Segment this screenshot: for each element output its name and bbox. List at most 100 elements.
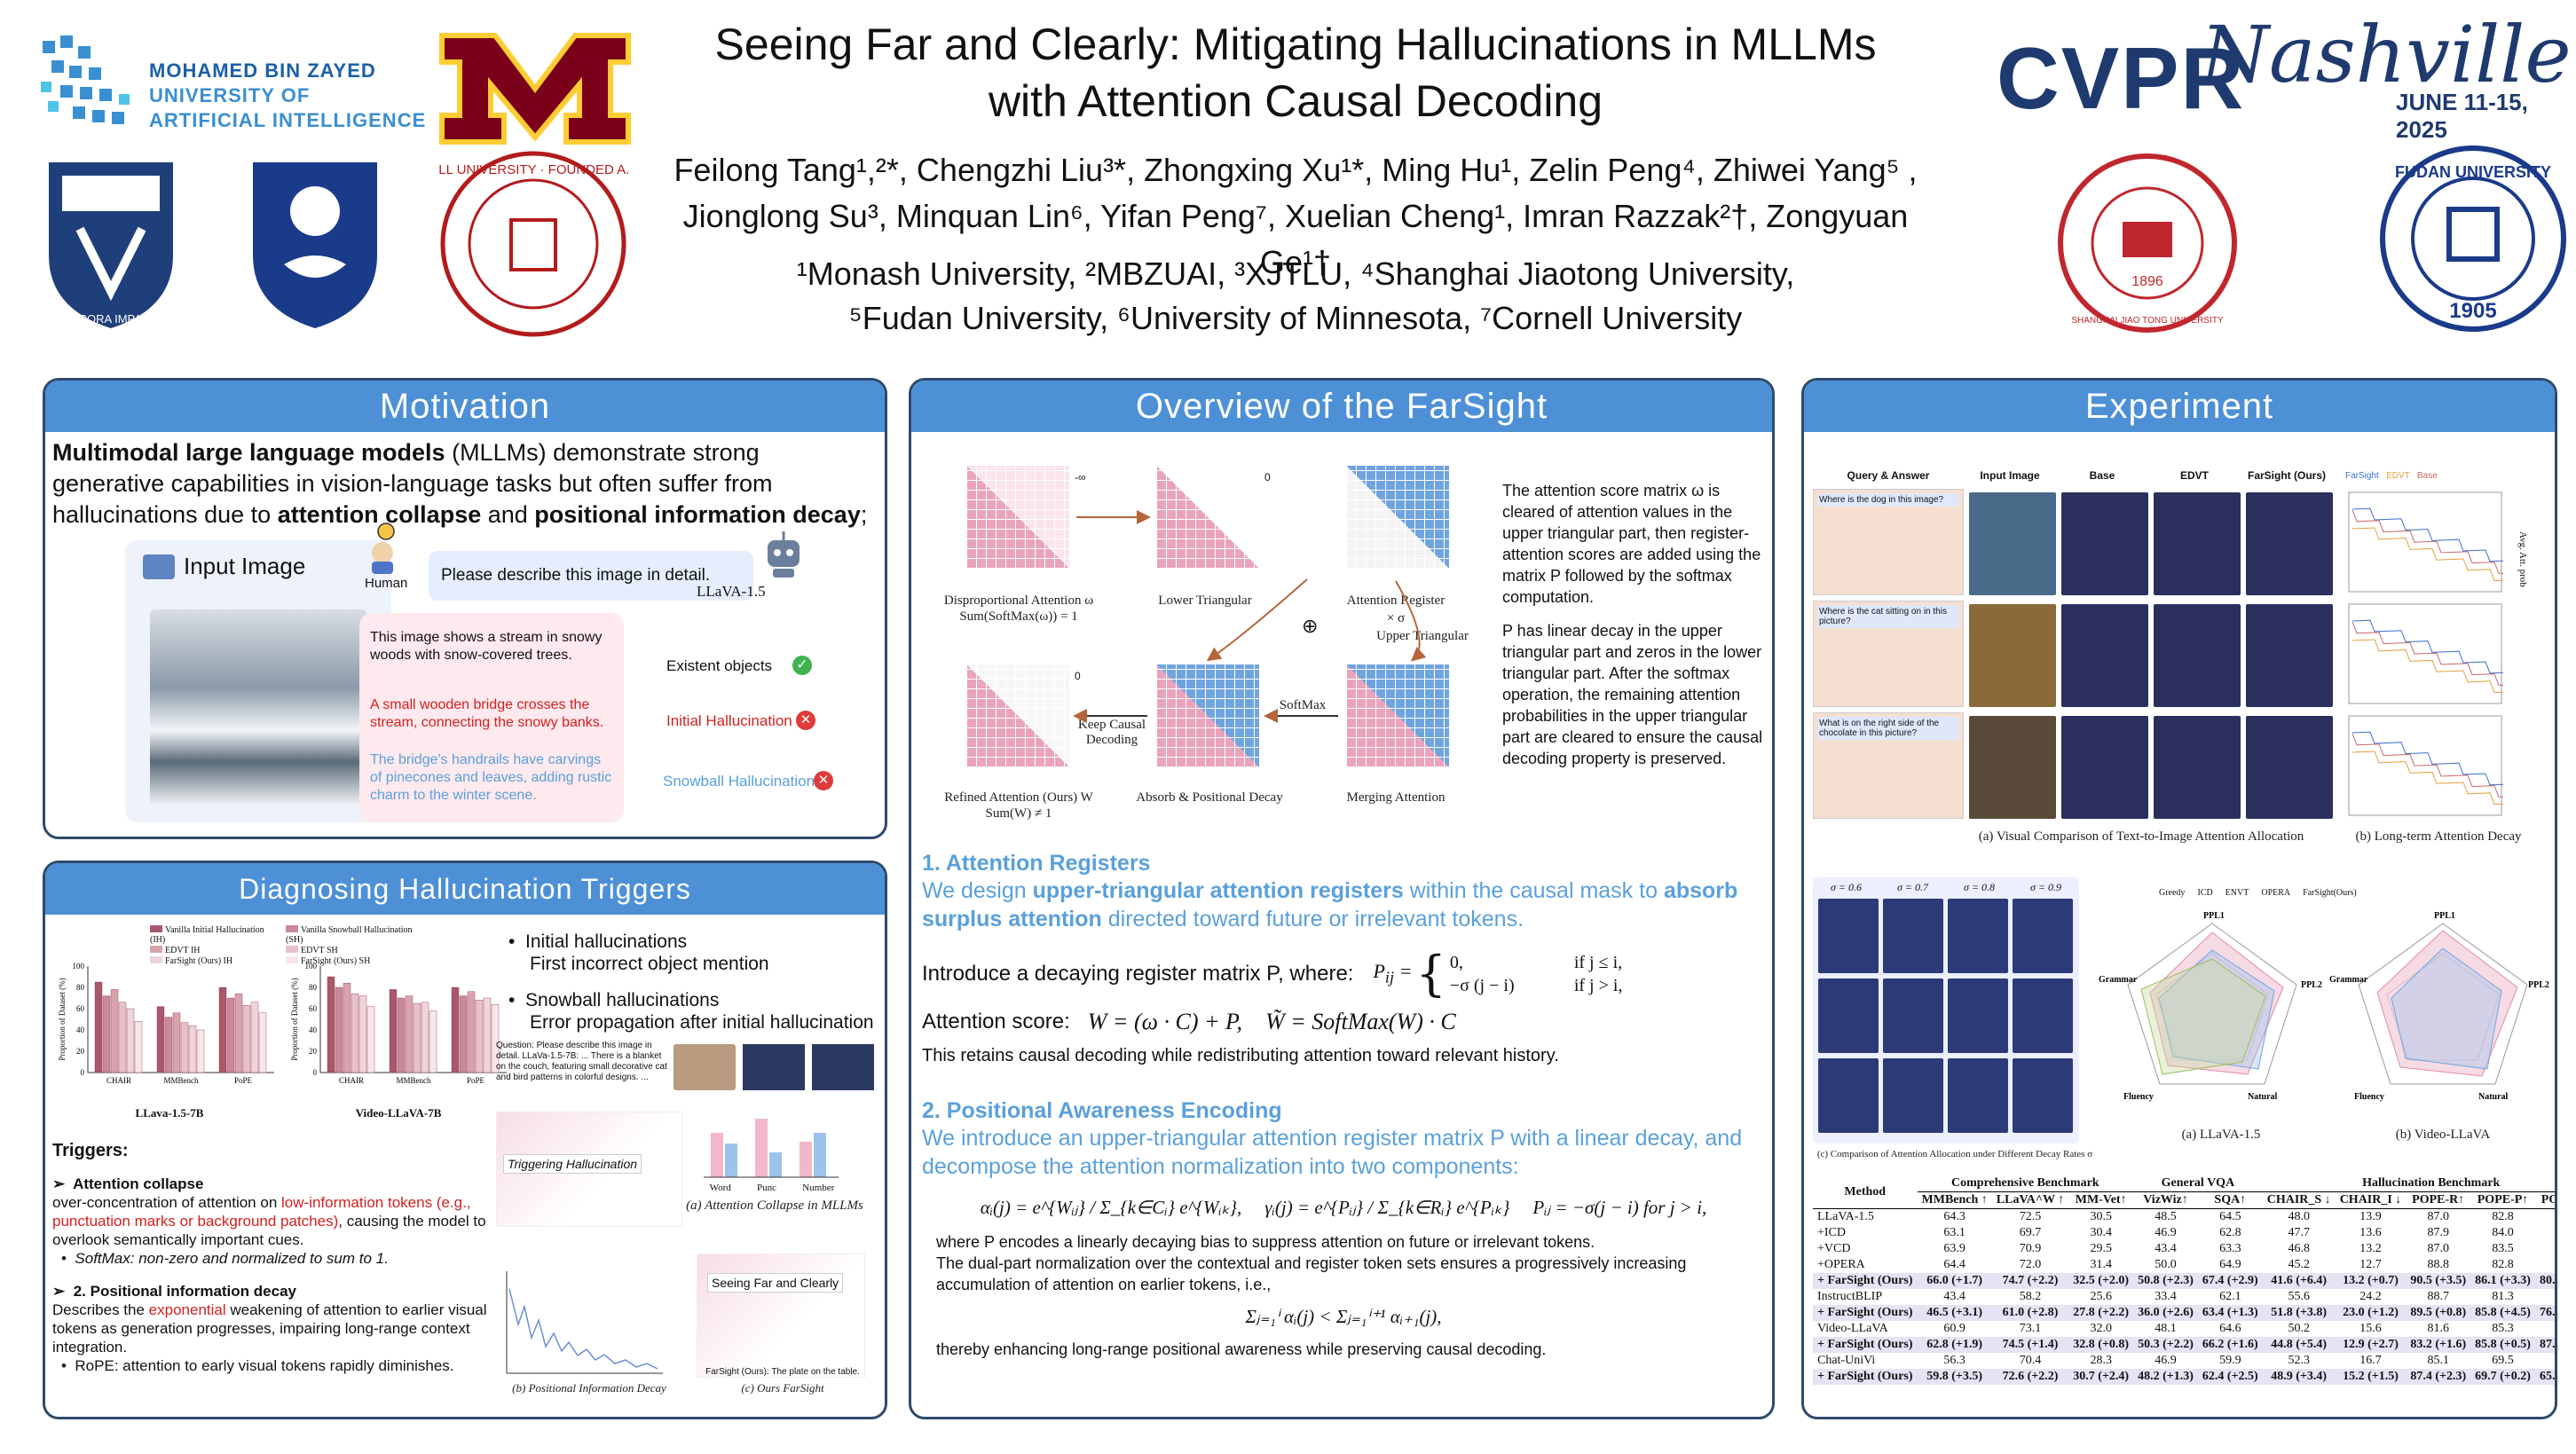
table-cell: 58.2: [2019, 1290, 2042, 1303]
authors: Feilong Tang¹,²*, Chengzhi Liu³*, Zhongx…: [657, 147, 1934, 286]
table-cell: 41.6 (+6.4): [2271, 1274, 2328, 1287]
legend-label: FarSight (Ours) IH: [165, 956, 233, 966]
legend-farsight: FarSight: [2345, 471, 2379, 481]
table-cell: 64.9: [2219, 1258, 2241, 1271]
table-cell: 62.4 (+2.5): [2202, 1370, 2258, 1383]
label-sum-softmax: Sum(SoftMax(ω)) = 1: [959, 609, 1078, 624]
table-cell: 30.4: [2090, 1226, 2112, 1239]
table-cell: 87.1 (+0.9): [2539, 1338, 2556, 1351]
table-cell: 52.3: [2288, 1354, 2310, 1367]
decay-series: [2351, 507, 2504, 562]
table-cell: 86.2: [2535, 1321, 2555, 1337]
table-cell: 70.4: [2019, 1354, 2042, 1367]
table-cell: 87.0: [2427, 1242, 2449, 1255]
col-query: Query & Answer: [1847, 469, 1930, 482]
table-cell: + FarSight (Ours): [1817, 1338, 1913, 1351]
motivation-text-1: (MLLMs) demonstrate strong generative ca…: [52, 439, 773, 528]
radar-a-natural: Natural: [2248, 1092, 2278, 1102]
thereby-text: thereby enhancing long-range positional …: [936, 1340, 1547, 1358]
decay-series: [2351, 509, 2504, 574]
table-cell: 45.2: [2288, 1258, 2310, 1271]
table-cell: 79.2: [2535, 1257, 2555, 1273]
table-cell: 89.5 (+0.8): [2410, 1306, 2467, 1319]
table-cell: 32.0: [2090, 1322, 2112, 1335]
decay-legend: FarSight EDVT Base: [2345, 471, 2438, 481]
attention-score-row: Attention score: W = (ω · C) + P, W̃ = S…: [922, 1009, 1765, 1035]
attn-map-vanilla: [743, 1044, 805, 1090]
legend-item: Vanilla Initial Hallucination (IH): [150, 925, 280, 945]
table-row: + FarSight (Ours) 59.8 (+3.5) 72.6 (+2.2) 3…: [1813, 1369, 2555, 1385]
table-cell: 62.8 (+1.9): [1926, 1338, 1983, 1351]
sigma-attention-map: [1948, 899, 2008, 973]
bar: [366, 1006, 375, 1073]
sigma-06: σ = 0.6: [1830, 881, 1862, 893]
trigger1-red: low-information tokens (e.g., punctuatio…: [52, 1194, 471, 1230]
matrix-merging: [1346, 664, 1449, 767]
table-cell: 72.5: [2019, 1210, 2042, 1223]
bar: [405, 995, 414, 1073]
input-photo: [1969, 604, 2056, 707]
table-cell: 48.5: [2155, 1210, 2177, 1223]
y-tick-label: 60: [76, 1004, 85, 1013]
fig-question: Question: Please describe this image in …: [496, 1041, 667, 1082]
table-cell: 46.9: [2155, 1354, 2177, 1367]
couch-image: [674, 1044, 736, 1090]
label-keep-causal: Keep Causal Decoding: [1077, 718, 1146, 747]
sigma-attention-map: [1818, 1058, 1879, 1133]
table-cell: 81.3: [2492, 1290, 2514, 1303]
sigma-grid: σ = 0.6 σ = 0.7 σ = 0.8 σ = 0.9: [1813, 877, 2079, 1144]
trigger2-text-b: weakening of attention to earlier visual…: [52, 1301, 487, 1356]
dual-text: The dual-part normalization over the con…: [936, 1254, 1687, 1293]
x-tick-label: CHAIR: [106, 1076, 131, 1085]
table-cell: 50.2: [2288, 1322, 2310, 1335]
cat-punc: Punc: [757, 1183, 777, 1193]
attention-map: [2061, 604, 2148, 707]
affiliations: ¹Monash University, ²MBZUAI, ³XJTLU, ⁴Sh…: [657, 252, 1934, 341]
table-cell: 81.6: [2427, 1322, 2449, 1335]
table-cell: 83.2 (+1.6): [2410, 1338, 2467, 1351]
hallucination-charts: Vanilla Initial Hallucination (IH) Vanill…: [52, 925, 514, 1103]
triggering-label: Triggering Hallucination: [503, 1154, 642, 1174]
trigger2-text-a: Describes the: [52, 1301, 149, 1318]
p-cases: 0, if j ≤ i, −σ (j − i) if j > i,: [1450, 951, 1623, 997]
q2: Where is the cat sitting on in this pict…: [1817, 605, 1959, 628]
table-cell: 13.2: [2359, 1242, 2382, 1255]
bar: [242, 1005, 251, 1073]
diagnosing-figure: Question: Please describe this image in …: [496, 1041, 883, 1413]
seeing-far-label: Seeing Far and Clearly: [707, 1273, 844, 1293]
check-icon: ✓: [792, 656, 812, 675]
radar-caption-b: (b) Video-LLaVA: [2395, 1128, 2491, 1142]
table-cell: 64.3: [1943, 1210, 1965, 1223]
radar-b-ppl1: PPL1: [2434, 911, 2455, 921]
exp-caption-c: (c) Comparison of Attention Allocation u…: [1816, 1149, 2093, 1159]
overview-diagram: -∞ Disproportional Attention ω Sum(SoftM…: [934, 466, 1511, 847]
y-tick-label: 20: [76, 1047, 85, 1056]
cross-icon-2: ✕: [814, 771, 833, 790]
affil-line-2: ⁵Fudan University, ⁶University of Minnes…: [848, 300, 1743, 336]
y-tick-label: 0: [313, 1068, 318, 1077]
positional-decay-bold: positional information decay: [534, 501, 861, 528]
triggers-list: Triggers: ➢ Attention collapse over-conc…: [52, 1141, 487, 1375]
table-cell: 13.6: [2359, 1226, 2382, 1239]
title-line-1: Seeing Far and Clearly: Mitigating Hallu…: [714, 20, 1877, 69]
table-cell: 46.9: [2155, 1226, 2177, 1239]
overview-desc-2: P has linear decay in the upper triangul…: [1502, 622, 1763, 767]
table-cell: 72.0: [2019, 1258, 2042, 1271]
bullet1-desc: First incorrect object mention: [530, 954, 769, 974]
table-cell: +OPERA: [1817, 1258, 1865, 1271]
table-cell: 69.7: [2019, 1226, 2042, 1239]
table-cell: 90.5 (+3.5): [2410, 1274, 2467, 1287]
response-initial-hallucination: A small wooden bridge crosses the stream…: [370, 697, 604, 730]
table-cell: +VCD: [1817, 1242, 1851, 1255]
p-cond1: if j ≤ i,: [1573, 952, 1623, 972]
table-cell: 66.2 (+1.6): [2202, 1338, 2258, 1351]
matrix-absorb: [1156, 664, 1259, 767]
matrix-register: [1346, 466, 1449, 569]
radar-legend-envt: ENVT: [2225, 888, 2249, 898]
table-row: + FarSight (Ours) 46.5 (+3.1) 61.0 (+2.8) 2…: [1813, 1305, 2555, 1321]
experiment-heading: Experiment: [1804, 381, 2555, 432]
label-attention-register: Attention Register: [1346, 593, 1446, 608]
minnesota-logo-icon: [433, 27, 637, 151]
caption-c: (c) Ours FarSight: [741, 1381, 824, 1395]
brace-icon: {: [1415, 946, 1446, 1002]
